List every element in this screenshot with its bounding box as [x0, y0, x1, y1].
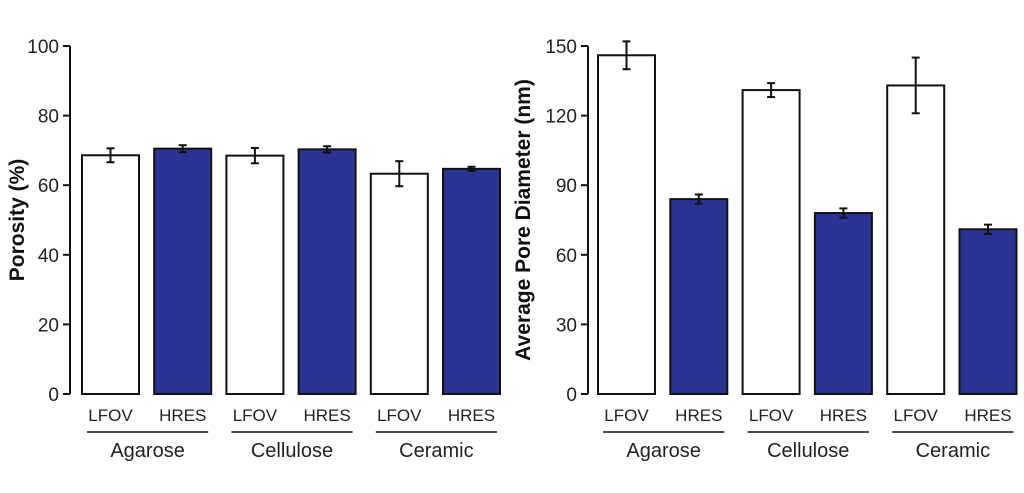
y-tick-label: 60 [38, 176, 59, 197]
bar-cellulose-lfov [225, 154, 285, 395]
bar-ceramic-hres [442, 167, 501, 395]
bar-agarose-hres [153, 147, 213, 395]
group-label: Ceramic [916, 440, 990, 462]
group-label: Agarose [626, 440, 701, 462]
y-tick-label: 20 [38, 315, 59, 336]
y-tick-label: 0 [566, 385, 577, 406]
y-tick-label: 90 [556, 176, 577, 197]
y-tick-label: 40 [38, 246, 59, 267]
group-label: Cellulose [251, 440, 333, 462]
bar-ceramic-lfov [886, 84, 946, 395]
bar-cellulose-lfov [741, 89, 801, 396]
x-tick-label: LFOV [604, 406, 649, 425]
bar-agarose-lfov [81, 154, 140, 395]
y-axis-title: Average Pore Diameter (nm) [512, 79, 535, 361]
y-tick-label: 30 [556, 315, 577, 336]
bar-agarose-hres [669, 198, 729, 395]
error-bar [467, 165, 476, 172]
error-bar [250, 146, 259, 165]
y-tick-label: 60 [556, 246, 577, 267]
bar-ceramic-lfov [369, 172, 429, 395]
error-bar [395, 160, 404, 188]
chart-panel-2: 0 30 60 90 120 150 Average Pore Diameter (nm) L… [512, 37, 1018, 462]
error-bar [694, 193, 703, 205]
bar-cellulose-hres [813, 212, 873, 395]
x-tick-label: HRES [303, 406, 350, 425]
bar-cellulose-hres [297, 148, 357, 395]
x-tick-label: HRES [675, 406, 722, 425]
x-tick-label: LFOV [233, 406, 278, 425]
chart-panel-1: 0 20 40 60 80 100 Porosity (%) LFOV HRES Agarose L… [6, 37, 501, 462]
group-label: Ceramic [399, 440, 473, 462]
error-bar [323, 145, 332, 154]
x-tick-label: HRES [964, 406, 1011, 425]
error-bar [106, 147, 115, 164]
x-tick-label: HRES [448, 406, 495, 425]
error-bar [839, 207, 848, 219]
x-tick-label: LFOV [377, 406, 422, 425]
x-tick-label: HRES [820, 406, 867, 425]
group-label: Agarose [110, 440, 185, 462]
group-label: Cellulose [767, 440, 849, 462]
y-tick-label: 120 [545, 107, 577, 128]
error-bar [767, 82, 776, 99]
x-tick-label: HRES [159, 406, 206, 425]
error-bar [178, 144, 187, 154]
y-tick-label: 80 [38, 107, 59, 128]
y-axis-title: Porosity (%) [6, 159, 29, 282]
error-bar [984, 223, 992, 235]
bar-ceramic-hres [958, 228, 1018, 395]
error-bar [911, 56, 920, 115]
y-tick-label: 100 [27, 37, 59, 58]
y-tick-label: 150 [545, 37, 577, 58]
error-bar [622, 40, 631, 71]
bar-agarose-lfov [597, 54, 656, 395]
x-tick-label: LFOV [88, 406, 133, 425]
y-tick-label: 0 [48, 385, 59, 406]
x-tick-label: LFOV [893, 406, 938, 425]
x-tick-label: LFOV [749, 406, 794, 425]
